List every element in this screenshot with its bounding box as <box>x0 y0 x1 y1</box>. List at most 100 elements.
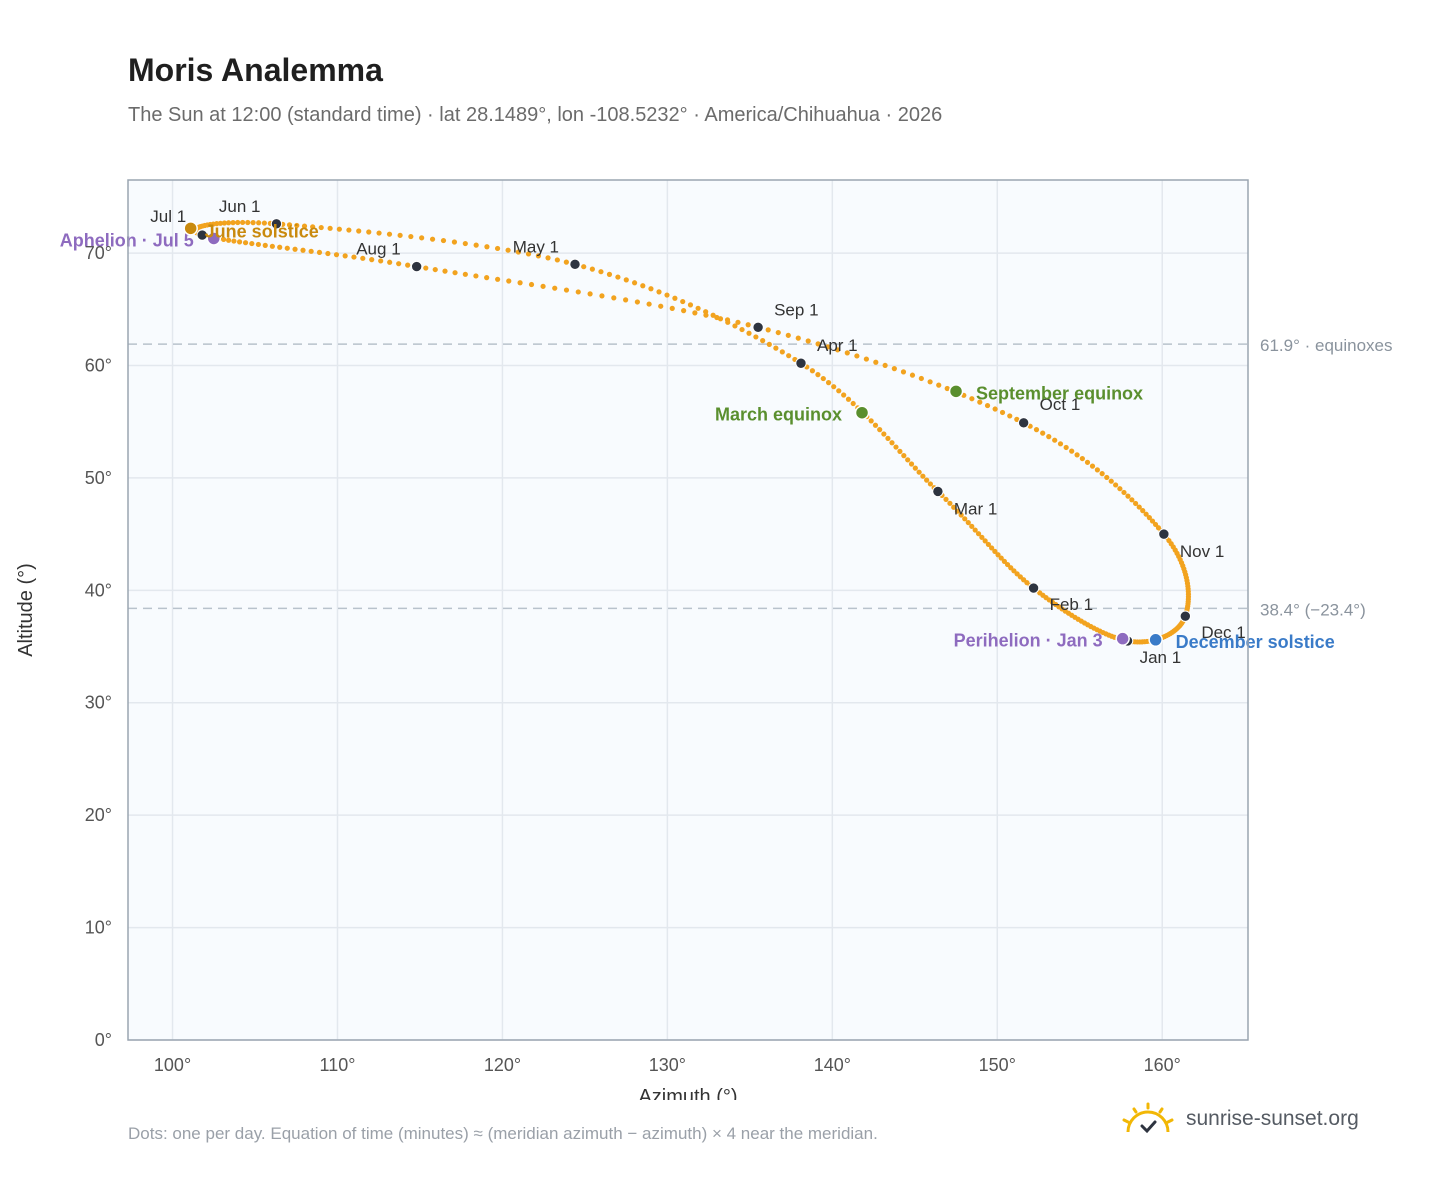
month-marker <box>1017 417 1030 429</box>
daily-dot <box>623 277 629 283</box>
daily-dot <box>376 230 382 236</box>
daily-dot <box>1121 489 1127 496</box>
daily-dot <box>554 257 560 263</box>
y-axis-title: Altitude (°) <box>15 563 37 657</box>
daily-dot <box>1104 474 1110 481</box>
footnote: Dots: one per day. Equation of time (min… <box>128 1124 878 1143</box>
daily-dot <box>710 312 716 318</box>
daily-dot <box>634 299 640 305</box>
daily-dot <box>658 303 664 309</box>
daily-dot <box>386 231 393 237</box>
daily-dot <box>648 286 654 292</box>
month-marker <box>932 485 944 498</box>
daily-dot <box>1099 471 1105 477</box>
daily-dot <box>724 317 731 323</box>
daily-dot <box>294 222 300 229</box>
daily-dot <box>920 473 926 479</box>
daily-dot <box>815 372 821 378</box>
daily-dot <box>277 244 283 250</box>
daily-dot <box>835 347 841 353</box>
daily-dot <box>732 323 738 329</box>
daily-dot <box>1008 565 1014 571</box>
daily-dot <box>765 327 771 333</box>
daily-dot <box>440 237 447 244</box>
daily-dot <box>901 453 907 459</box>
y-tick-label: 0° <box>95 1030 112 1050</box>
daily-dot <box>885 435 891 441</box>
plot-border <box>127 179 1249 1041</box>
daily-dot <box>714 314 720 321</box>
daily-dot <box>240 219 246 226</box>
daily-dot <box>1133 500 1139 507</box>
event-markers: Aphelion · Jul 5 June solstice March equin… <box>60 221 1335 652</box>
daily-dot <box>535 253 542 259</box>
daily-dot <box>1014 416 1020 422</box>
daily-dot <box>897 448 903 454</box>
daily-dot <box>999 409 1006 416</box>
daily-dot <box>221 236 227 243</box>
daily-dot <box>495 276 501 282</box>
daily-dot <box>680 298 686 305</box>
daily-dot <box>360 255 366 261</box>
daily-dot <box>631 280 638 286</box>
event-marker <box>854 405 870 420</box>
month-label: Sep 1 <box>774 300 818 319</box>
month-marker <box>569 258 581 271</box>
x-tick-label: 100° <box>154 1055 191 1075</box>
daily-dot <box>1040 430 1046 436</box>
daily-dot <box>958 512 964 518</box>
daily-dot <box>936 382 942 388</box>
month-marker <box>410 260 423 273</box>
daily-dot <box>1052 437 1058 443</box>
daily-dot <box>900 369 907 375</box>
daily-dot <box>442 268 448 274</box>
event-marker <box>1148 632 1163 648</box>
event-label: December solstice <box>1176 632 1335 652</box>
daily-dot <box>1113 482 1119 488</box>
month-marker <box>1027 582 1040 594</box>
daily-dot <box>889 440 895 446</box>
daily-dot <box>1136 504 1142 510</box>
daily-dot <box>540 283 546 289</box>
daily-dot <box>346 227 352 233</box>
daily-dot <box>256 220 262 226</box>
daily-dot <box>235 219 241 226</box>
daily-dot <box>664 292 670 298</box>
x-tick-label: 150° <box>979 1055 1016 1075</box>
daily-dot <box>1129 497 1135 503</box>
daily-dot <box>775 329 781 336</box>
brand-logo[interactable]: sunrise-sunset.org <box>1120 1102 1359 1136</box>
daily-dot <box>891 366 897 372</box>
daily-dot <box>226 220 232 226</box>
daily-dot <box>473 242 479 248</box>
daily-dot <box>316 249 323 256</box>
daily-dot <box>995 552 1001 558</box>
daily-dot <box>992 548 998 554</box>
reference-line-label: 61.9° · equinoxes <box>1260 336 1393 355</box>
y-tick-label: 50° <box>85 468 112 488</box>
daily-dot <box>760 338 766 344</box>
event-label: Perihelion · Jan 3 <box>954 631 1103 651</box>
daily-dot <box>845 396 852 402</box>
month-label: Jan 1 <box>1140 648 1182 667</box>
month-label: May 1 <box>513 237 559 256</box>
daily-dot <box>484 275 490 281</box>
daily-dot <box>918 375 924 382</box>
daily-dot <box>924 477 930 483</box>
daily-dot <box>815 341 821 347</box>
daily-dot <box>863 356 869 362</box>
daily-dot <box>841 392 847 398</box>
daily-dot <box>342 253 348 259</box>
month-label: Nov 1 <box>1180 542 1224 561</box>
daily-dot <box>681 308 687 314</box>
daily-dot <box>1079 455 1085 462</box>
daily-dot <box>951 504 957 510</box>
daily-dot <box>984 402 991 409</box>
daily-dot <box>505 247 511 253</box>
daily-dot <box>286 222 293 228</box>
daily-dot <box>908 461 915 467</box>
daily-dot <box>284 245 290 251</box>
daily-dot <box>552 285 558 291</box>
daily-dot <box>912 465 918 471</box>
daily-dot <box>599 293 605 299</box>
